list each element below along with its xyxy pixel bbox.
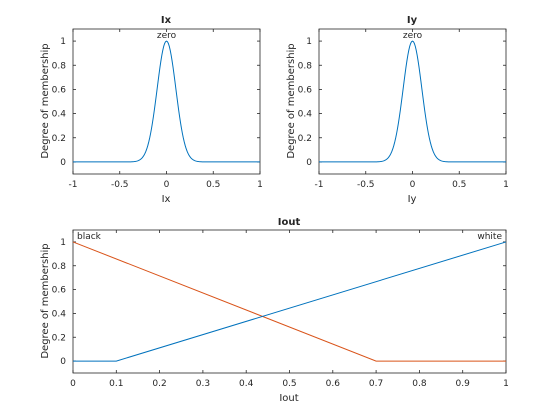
iout-series-white-line (73, 241, 507, 362)
ix-y-tick-label: 0.6 (52, 85, 67, 95)
iout-x-tick-label: 0.3 (196, 379, 210, 389)
subplot-ix: Ix 0 0.2 0.4 0.6 0.8 1 -1 -0.5 0 0.5 1 zero Ix De… (40, 15, 263, 205)
ix-x-tick-label: 1 (257, 180, 263, 190)
ix-y-tick-label: 0.4 (52, 110, 67, 120)
subplot-iout-x-ticks: 0 0.1 0.2 0.3 0.4 0.5 0.6 0.7 0.8 0.9 1 (70, 230, 509, 389)
iout-x-tick-label: 0.6 (326, 379, 341, 389)
subplot-iy-axes-box (318, 28, 507, 175)
iy-y-tick-label: 1 (306, 37, 312, 47)
iout-y-tick-label: 0.2 (52, 333, 66, 343)
ix-series-zero-label: zero (157, 31, 177, 41)
subplot-iout-axes-box (72, 229, 507, 374)
ix-series-zero-line (73, 40, 260, 163)
iout-x-tick-label: 1 (503, 379, 509, 389)
iy-y-tick-label: 0.4 (298, 110, 313, 120)
iy-series-zero-label: zero (403, 31, 423, 41)
iy-y-tick-label: 0.2 (298, 134, 312, 144)
iout-series-black-label: black (77, 232, 102, 242)
subplot-ix-x-ticks: -1 -0.5 0 0.5 1 (69, 29, 263, 190)
iy-y-tick-label: 0.6 (298, 85, 313, 95)
iout-x-tick-label: 0.2 (152, 379, 166, 389)
iout-x-tick-label: 0 (70, 379, 76, 389)
iout-x-tick-label: 0.4 (239, 379, 254, 389)
iout-y-tick-label: 0.8 (52, 262, 67, 272)
iout-y-tick-label: 0.4 (52, 309, 67, 319)
iout-x-tick-label: 0.7 (369, 379, 383, 389)
iy-y-tick-label: 0.8 (298, 61, 313, 71)
subplot-iout-y-label: Degree of membership (40, 243, 51, 358)
ix-x-tick-label: -0.5 (111, 180, 129, 190)
subplot-ix-y-ticks: 0 0.2 0.4 0.6 0.8 1 (52, 37, 260, 168)
iy-x-tick-label: -1 (315, 180, 324, 190)
subplot-iout: Iout 00.20.40.60.81 0 0.1 0.2 0.3 0.4 0.5 0.6 0… (40, 217, 509, 404)
iy-series-zero-line (319, 40, 506, 163)
subplot-iy: Iy 0 0.2 0.4 0.6 0.8 1 -1 -0.5 0 0.5 1 zero Iy De… (286, 15, 509, 205)
ix-y-tick-label: 0 (60, 158, 66, 168)
iout-x-tick-label: 0.8 (412, 379, 427, 389)
ix-y-tick-label: 1 (60, 37, 66, 47)
iout-series-white-label: white (477, 232, 502, 242)
ix-x-tick-label: 0 (164, 180, 170, 190)
iy-x-tick-label: 0.5 (452, 180, 466, 190)
subplot-ix-axes-box (72, 28, 261, 175)
subplot-iout-x-label: Iout (279, 393, 298, 404)
subplot-ix-y-label: Degree of membership (40, 43, 51, 158)
iout-x-tick-label: 0.5 (282, 379, 296, 389)
subplot-ix-x-label: Ix (162, 194, 171, 205)
subplot-iy-series: zero (319, 31, 506, 163)
subplot-iout-y-ticks: 0 0.2 0.4 0.6 0.8 1 (52, 238, 506, 367)
subplot-ix-series: zero (73, 31, 260, 163)
iy-y-tick-label: 0 (306, 158, 312, 168)
subplot-iout-title: Iout (278, 217, 301, 228)
iy-x-tick-label: 1 (503, 180, 509, 190)
iout-y-tick-label: 0.6 (52, 286, 67, 296)
ix-x-tick-label: 0.5 (206, 180, 220, 190)
subplot-iy-x-label: Iy (408, 194, 417, 205)
iy-x-tick-label: -0.5 (357, 180, 375, 190)
iout-x-tick-label: 0.9 (456, 379, 471, 389)
subplot-iout-series: black white (72, 232, 507, 362)
iout-y-tick-label: 0 (60, 357, 66, 367)
ix-y-tick-label: 0.2 (52, 134, 66, 144)
iout-x-tick-label: 0.1 (109, 379, 123, 389)
subplot-iy-title: Iy (407, 15, 418, 26)
subplot-iy-x-ticks: -1 -0.5 0 0.5 1 (315, 29, 509, 190)
iout-y-tick-label: 1 (60, 238, 66, 248)
iout-series-black-line (72, 241, 506, 362)
iy-x-tick-label: 0 (410, 180, 416, 190)
subplot-ix-title: Ix (161, 15, 172, 26)
subplot-iy-y-label: Degree of membership (286, 43, 297, 158)
ix-x-tick-label: -1 (69, 180, 78, 190)
ix-y-tick-label: 0.8 (52, 61, 67, 71)
